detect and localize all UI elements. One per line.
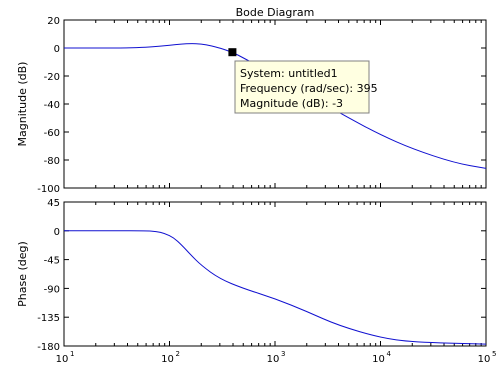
xtick-label-base: 10 [372,354,385,365]
magnitude-ytick-label: -20 [44,72,60,83]
phase-ytick-label: -180 [37,342,60,353]
phase-ytick-label: -45 [44,256,60,267]
phase-ytick-label: 0 [54,227,60,238]
datatip-marker[interactable] [228,48,237,57]
xtick-label-exponent: 2 [176,350,180,358]
phase-ytick-label: 45 [47,198,60,209]
magnitude-ytick-label: -60 [44,128,60,139]
xtick-label-exponent: 3 [281,350,285,358]
phase-ytick-label: -90 [44,284,60,295]
datatip-frequency: Frequency (rad/sec): 395 [240,82,378,95]
phase-ylabel: Phase (deg) [16,241,29,307]
phase-axes-box [63,201,487,347]
datatip-box [234,60,370,114]
magnitude-ytick-label: -80 [44,156,60,167]
magnitude-ytick-label: -100 [37,184,60,195]
xtick-label-exponent: 4 [387,350,392,358]
datatip[interactable]: System: untitled1 Frequency (rad/sec): 3… [228,48,378,114]
magnitude-ytick-label: 20 [47,16,60,27]
xtick-label-exponent: 5 [492,350,496,358]
datatip-system: System: untitled1 [240,67,338,80]
xtick-label-base: 10 [56,354,69,365]
xtick-label-base: 10 [267,354,280,365]
magnitude-ylabel: Magnitude (dB) [16,62,29,147]
magnitude-ytick-label: -40 [44,100,60,111]
phase-series-line [64,230,487,345]
xtick-label-base: 10 [161,354,174,365]
magnitude-series-line [63,43,487,169]
chart-title: Bode Diagram [236,6,315,19]
phase-ytick-label: -135 [37,313,60,324]
xtick-label-exponent: 1 [70,350,74,358]
datatip-magnitude: Magnitude (dB): -3 [240,97,343,110]
magnitude-ytick-label: 0 [54,44,60,55]
xtick-label-base: 10 [478,354,491,365]
